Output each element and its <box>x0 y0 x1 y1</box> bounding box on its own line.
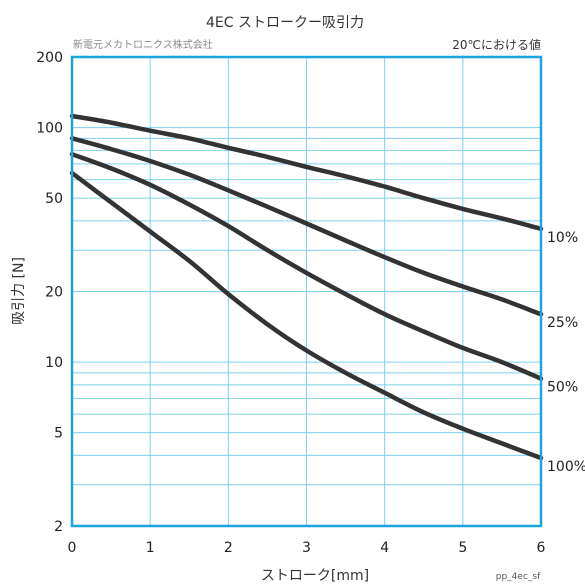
y-tick-label: 5 <box>54 426 63 442</box>
series-label-1: 25% <box>547 315 578 331</box>
x-tick-label: 0 <box>68 540 77 556</box>
x-tick-label: 4 <box>380 540 389 556</box>
x-tick-label: 5 <box>458 540 467 556</box>
x-tick-label: 6 <box>537 540 546 556</box>
y-tick-label: 100 <box>36 121 63 137</box>
plot-frame <box>70 55 543 528</box>
maker-name: 新電元メカトロニクス株式会社 <box>73 38 213 51</box>
chart-code: pp_4ec_sf <box>496 572 541 582</box>
x-tick-label: 2 <box>224 540 233 556</box>
condition-note: 20℃における値 <box>452 37 541 52</box>
series-label-0: 10% <box>547 230 578 246</box>
series-label-2: 50% <box>547 380 578 396</box>
y-tick-label: 10 <box>45 355 63 371</box>
y-tick-labels: 2 5 10 20 50 100 200 <box>36 50 63 535</box>
series-line-3 <box>69 170 544 461</box>
y-axis-label: 吸引力 [N] <box>11 257 27 325</box>
series-line-2 <box>69 151 544 381</box>
y-tick-label: 200 <box>36 50 63 66</box>
series-label-3: 100% <box>547 459 585 475</box>
y-tick-label: 20 <box>45 285 63 301</box>
series-lines <box>69 113 544 461</box>
y-tick-label: 2 <box>54 519 63 535</box>
x-tick-labels: 0 1 2 3 4 5 6 <box>68 540 546 556</box>
chart-title: 4EC ストロークー吸引力 <box>206 15 364 31</box>
grid-lines <box>72 57 541 526</box>
y-tick-label: 50 <box>45 191 63 207</box>
x-axis-label: ストローク[mm] <box>261 568 369 584</box>
series-line-1 <box>69 136 544 317</box>
x-tick-label: 3 <box>302 540 311 556</box>
series-line-0 <box>69 113 544 232</box>
x-tick-label: 1 <box>146 540 155 556</box>
series-labels: 10% 25% 50% 100% <box>547 230 585 475</box>
